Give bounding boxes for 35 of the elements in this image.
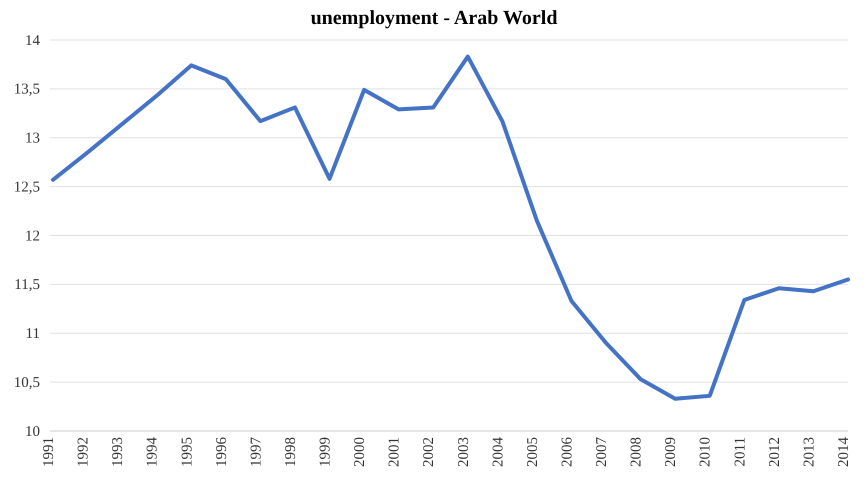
y-tick-label: 12 bbox=[25, 228, 40, 244]
x-tick-label: 1991 bbox=[41, 437, 57, 467]
x-tick-label: 2008 bbox=[628, 437, 645, 467]
x-tick-label: 2006 bbox=[559, 436, 576, 467]
x-tick-label: 1993 bbox=[110, 437, 126, 467]
y-tick-label: 14 bbox=[25, 32, 40, 49]
x-tick-label: 1994 bbox=[144, 436, 161, 467]
x-tick-label: 2000 bbox=[352, 437, 368, 467]
y-tick-label: 12,5 bbox=[14, 179, 40, 196]
x-tick-label: 2013 bbox=[801, 437, 818, 467]
x-tick-label: 2005 bbox=[524, 437, 541, 467]
y-tick-label: 10,5 bbox=[14, 374, 40, 391]
x-tick-label: 2012 bbox=[766, 437, 783, 467]
x-tick-label: 2002 bbox=[421, 437, 438, 467]
x-tick-label: 1998 bbox=[282, 437, 299, 467]
x-tick-label: 2007 bbox=[594, 436, 610, 467]
x-tick-label: 2011 bbox=[732, 437, 748, 466]
x-tick-label: 2010 bbox=[698, 437, 714, 467]
x-tick-label: 1997 bbox=[248, 436, 264, 467]
y-tick-label: 10 bbox=[25, 424, 40, 440]
y-tick-label: 11 bbox=[26, 326, 40, 342]
y-tick-label: 13,5 bbox=[14, 82, 40, 98]
x-tick-label: 1992 bbox=[76, 437, 92, 467]
chart-title: unemployment - Arab World bbox=[310, 7, 558, 29]
x-tick-label: 2014 bbox=[836, 436, 852, 467]
x-tick-label: 1999 bbox=[318, 437, 334, 467]
x-tick-label: 1996 bbox=[214, 436, 230, 467]
x-tick-label: 2001 bbox=[386, 437, 403, 467]
y-tick-label: 13 bbox=[25, 130, 40, 147]
line-series bbox=[51, 54, 850, 401]
x-tick-label: 2009 bbox=[663, 437, 680, 467]
y-tick-label: 11,5 bbox=[14, 277, 40, 294]
x-tick-label: 1995 bbox=[179, 437, 196, 467]
x-tick-label: 2003 bbox=[456, 437, 472, 467]
x-tick-label: 2004 bbox=[490, 436, 506, 467]
